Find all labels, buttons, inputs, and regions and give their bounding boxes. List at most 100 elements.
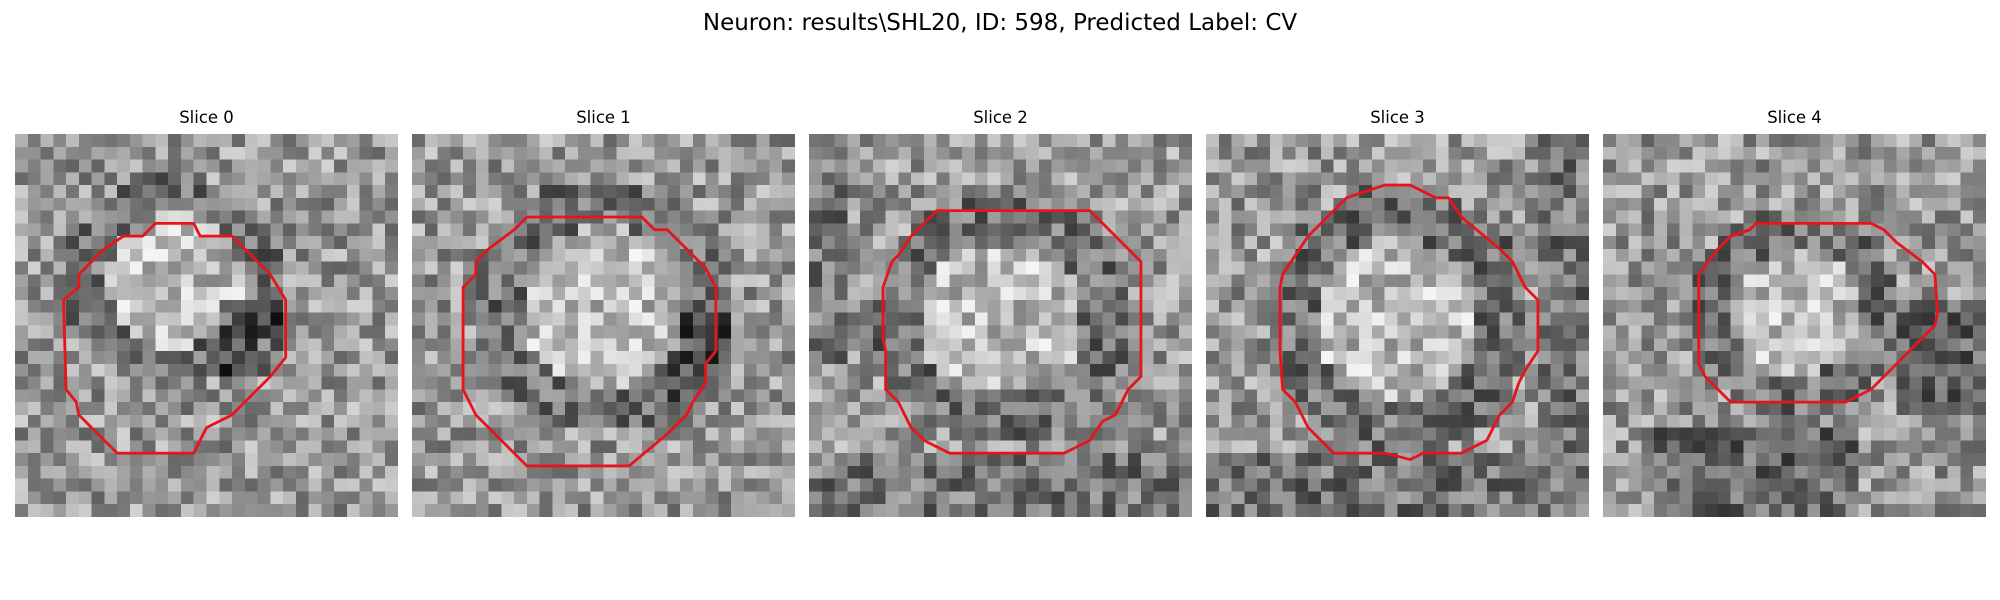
pixel [821,223,835,237]
pixel [1512,338,1526,352]
pixel [1051,363,1065,377]
pixel [1499,478,1513,492]
pixel [1550,453,1564,467]
pixel [629,197,643,211]
pixel [1717,287,1731,301]
pixel [1346,299,1360,313]
pixel [15,210,29,224]
pixel [180,453,194,467]
pixel [78,440,92,454]
pixel [180,146,194,160]
pixel [1295,185,1309,199]
pixel [936,248,950,262]
pixel [1807,504,1821,517]
pixel [1128,414,1142,428]
pixel [1858,236,1872,250]
pixel [321,351,335,365]
pixel [1000,325,1014,339]
pixel [1973,312,1986,326]
pixel [1474,185,1488,199]
pixel [629,389,643,403]
pixel [27,159,41,173]
pixel [129,440,143,454]
pixel [1550,465,1564,479]
pixel [1384,197,1398,211]
pixel [1051,210,1065,224]
pixel [1654,223,1668,237]
pixel [15,146,29,160]
pixel [1244,402,1258,416]
pixel [782,159,795,173]
pixel [78,351,92,365]
pixel [821,274,835,288]
pixel [1615,134,1629,148]
pixel [1064,299,1078,313]
pixel [1474,325,1488,339]
pixel [1743,236,1757,250]
pixel [1038,223,1052,237]
pixel [526,491,540,505]
pixel [1179,338,1192,352]
pixel [1512,453,1526,467]
pixel [1922,287,1936,301]
pixel [1973,363,1986,377]
pixel [898,389,912,403]
pixel [450,363,464,377]
pixel [244,402,258,416]
pixel [756,299,770,313]
pixel [168,376,182,390]
pixel [1563,248,1577,262]
pixel [53,223,67,237]
pixel [782,491,795,505]
pixel [1730,402,1744,416]
pixel [1282,351,1296,365]
pixel [743,261,757,275]
pixel [155,261,169,275]
pixel [1038,325,1052,339]
pixel [168,440,182,454]
pixel [295,478,309,492]
pixel [412,159,426,173]
pixel [718,185,732,199]
pixel [1166,248,1180,262]
pixel [1257,134,1271,148]
pixel [295,465,309,479]
pixel [1038,236,1052,250]
pixel [1768,453,1782,467]
pixel [168,185,182,199]
pixel [1871,159,1885,173]
pixel [1128,504,1142,517]
pixel [680,325,694,339]
pixel [1269,363,1283,377]
pixel [346,312,360,326]
pixel [1973,402,1986,416]
pixel [885,478,899,492]
pixel [1435,210,1449,224]
pixel [463,427,477,441]
pixel [987,376,1001,390]
pixel [1346,159,1360,173]
pixel [1603,427,1617,441]
pixel [1934,389,1948,403]
pixel [78,210,92,224]
pixel [1257,427,1271,441]
pixel [923,491,937,505]
pixel [1603,440,1617,454]
pixel [1064,491,1078,505]
pixel [769,210,783,224]
pixel [1576,478,1589,492]
pixel [1308,478,1322,492]
pixel [514,299,528,313]
pixel [1448,363,1462,377]
pixel [1077,325,1091,339]
pixel [936,338,950,352]
pixel [898,351,912,365]
pixel [821,325,835,339]
pixel [1896,312,1910,326]
pixel [821,453,835,467]
slice-title: Slice 1 [576,108,631,127]
pixel [1435,338,1449,352]
pixel [1371,325,1385,339]
pixel [1768,325,1782,339]
pixel [155,197,169,211]
